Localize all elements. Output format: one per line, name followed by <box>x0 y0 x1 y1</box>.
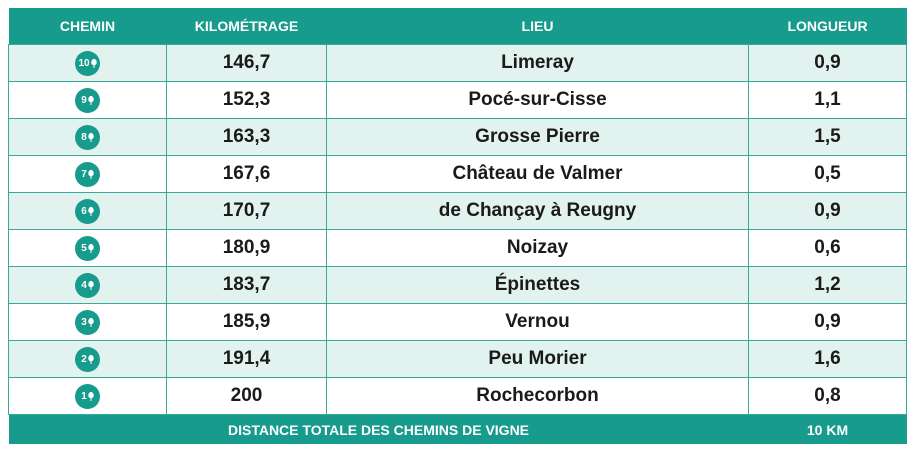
table-cell: 146,7 <box>166 44 327 82</box>
chemin-number: 3 <box>81 316 87 328</box>
table-row: 1 200 Rochecorbon 0,8 <box>8 377 907 415</box>
header-cell: CHEMIN <box>8 8 167 45</box>
table-cell: Noizay <box>326 229 749 267</box>
table-cell: 1,5 <box>748 118 907 156</box>
leaf-icon <box>88 280 94 290</box>
table-cell: 0,8 <box>748 377 907 415</box>
chemin-icon: 4 <box>75 272 100 298</box>
chemin-cell: 9 <box>8 81 167 119</box>
table-row: 10 146,7 Limeray 0,9 <box>8 44 907 82</box>
chemin-icon: 8 <box>75 124 100 150</box>
table-cell: Château de Valmer <box>326 155 749 193</box>
table-row: 6 170,7 de Chançay à Reugny 0,9 <box>8 192 907 230</box>
leaf-icon <box>88 206 94 216</box>
table-cell: 180,9 <box>166 229 327 267</box>
chemin-cell: 5 <box>8 229 167 267</box>
leaf-icon <box>88 132 94 142</box>
table-row: 5 180,9 Noizay 0,6 <box>8 229 907 267</box>
chemin-icon: 1 <box>75 383 100 409</box>
table-row: 9 152,3 Pocé-sur-Cisse 1,1 <box>8 81 907 119</box>
chemin-cell: 8 <box>8 118 167 156</box>
table-cell: 1,2 <box>748 266 907 304</box>
chemin-cell: 2 <box>8 340 167 378</box>
chemin-icon: 10 <box>75 50 100 76</box>
chemin-cell: 7 <box>8 155 167 193</box>
leaf-icon <box>88 391 94 401</box>
table-cell: 0,5 <box>748 155 907 193</box>
chemin-icon: 3 <box>75 309 100 335</box>
table-cell: 1,1 <box>748 81 907 119</box>
table-cell: Pocé-sur-Cisse <box>326 81 749 119</box>
table-cell: 1,6 <box>748 340 907 378</box>
chemin-number: 9 <box>81 94 87 106</box>
chemin-icon: 2 <box>75 346 100 372</box>
chemin-cell: 10 <box>8 44 167 82</box>
footer-total: 10 KM <box>748 414 907 444</box>
table-row: 3 185,9 Vernou 0,9 <box>8 303 907 341</box>
leaf-icon <box>88 95 94 105</box>
table-cell: 170,7 <box>166 192 327 230</box>
chemin-icon: 5 <box>75 235 100 261</box>
table-cell: Vernou <box>326 303 749 341</box>
table-row: 2 191,4 Peu Morier 1,6 <box>8 340 907 378</box>
chemin-icon: 9 <box>75 87 100 113</box>
leaf-icon <box>88 317 94 327</box>
chemin-number: 1 <box>81 390 87 402</box>
chemin-number: 4 <box>81 279 87 291</box>
chemin-cell: 3 <box>8 303 167 341</box>
chemin-number: 8 <box>81 131 87 143</box>
table-cell: 191,4 <box>166 340 327 378</box>
table-cell: Limeray <box>326 44 749 82</box>
table-row: 8 163,3 Grosse Pierre 1,5 <box>8 118 907 156</box>
table-cell: 0,6 <box>748 229 907 267</box>
chemin-cell: 6 <box>8 192 167 230</box>
table-cell: 163,3 <box>166 118 327 156</box>
header-cell: KILOMÉTRAGE <box>166 8 327 45</box>
table-cell: 0,9 <box>748 44 907 82</box>
header-cell: LONGUEUR <box>748 8 907 45</box>
table-cell: Peu Morier <box>326 340 749 378</box>
table-row: 4 183,7 Épinettes 1,2 <box>8 266 907 304</box>
table-cell: 167,6 <box>166 155 327 193</box>
chemin-number: 6 <box>81 205 87 217</box>
table-cell: Épinettes <box>326 266 749 304</box>
footer-label: DISTANCE TOTALE DES CHEMINS DE VIGNE <box>8 414 749 444</box>
leaf-icon <box>88 354 94 364</box>
table: CHEMIN KILOMÉTRAGE LIEU LONGUEUR 10 146,7 Lim… <box>8 8 907 444</box>
table-cell: 152,3 <box>166 81 327 119</box>
table-cell: de Chançay à Reugny <box>326 192 749 230</box>
chemin-number: 10 <box>78 57 90 69</box>
table-cell: 0,9 <box>748 303 907 341</box>
footer-row: DISTANCE TOTALE DES CHEMINS DE VIGNE 10 K… <box>8 414 907 444</box>
leaf-icon <box>90 58 97 68</box>
table-cell: Rochecorbon <box>326 377 749 415</box>
chemin-cell: 4 <box>8 266 167 304</box>
table-cell: Grosse Pierre <box>326 118 749 156</box>
chemin-icon: 6 <box>75 198 100 224</box>
table-cell: 183,7 <box>166 266 327 304</box>
chemin-number: 7 <box>81 168 87 180</box>
table-body: 10 146,7 Limeray 0,9 9 152,3 Pocé-sur-Cisse 1,1… <box>8 44 907 444</box>
leaf-icon <box>88 243 94 253</box>
header-cell: LIEU <box>326 8 749 45</box>
chemin-icon: 7 <box>75 161 100 187</box>
leaf-icon <box>88 169 94 179</box>
chemin-number: 5 <box>81 242 87 254</box>
table-cell: 185,9 <box>166 303 327 341</box>
table-cell: 0,9 <box>748 192 907 230</box>
table-cell: 200 <box>166 377 327 415</box>
header-row: CHEMIN KILOMÉTRAGE LIEU LONGUEUR <box>8 8 907 45</box>
chemin-cell: 1 <box>8 377 167 415</box>
chemin-number: 2 <box>81 353 87 365</box>
table-container: CHEMIN KILOMÉTRAGE LIEU LONGUEUR 10 146,7 Lim… <box>8 8 907 444</box>
table-row: 7 167,6 Château de Valmer 0,5 <box>8 155 907 193</box>
